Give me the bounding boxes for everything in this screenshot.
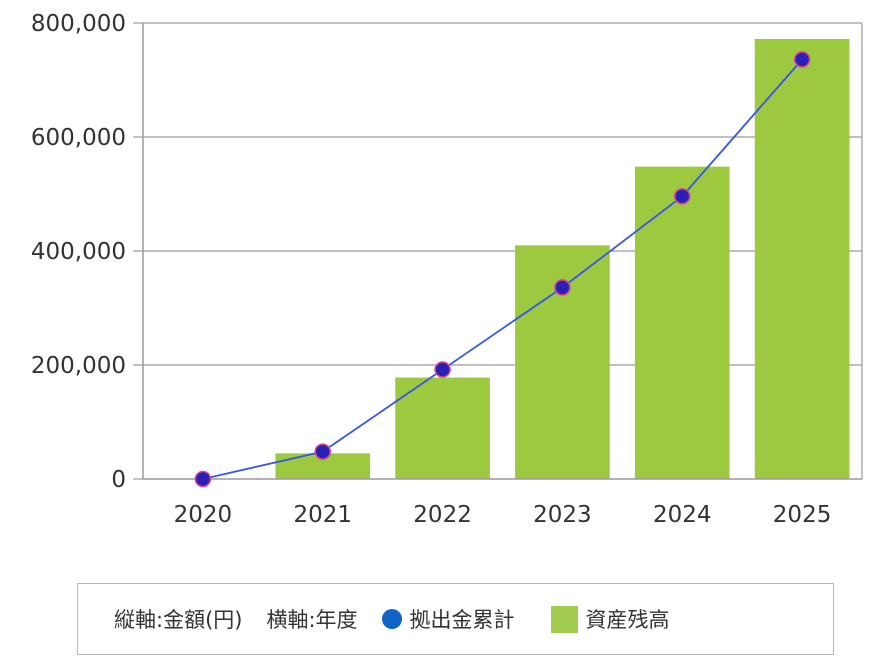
legend-bar-label: 資産残高: [585, 608, 670, 632]
line-point: [793, 51, 811, 68]
x-tick-label: 2020: [174, 502, 233, 528]
line-point: [554, 279, 571, 296]
y-tick-labels: 0 200,000 400,000 600,000 800,000: [31, 11, 126, 493]
legend-y-axis-note: 縦軸:金額(円): [114, 604, 242, 634]
y-axis-note-text: 縦軸:金額(円): [114, 608, 243, 632]
bars: [275, 38, 850, 480]
legend-item-bar: 資産残高: [550, 604, 670, 634]
legend-item-line: 拠出金累計: [381, 604, 515, 634]
line-point: [314, 443, 332, 460]
line-point: [194, 470, 212, 488]
x-tick-labels: 2020 2021 2022 2023 2024 2025: [174, 502, 832, 528]
x-axis-note-text: 横軸:年度: [266, 608, 358, 632]
legend-line-label: 拠出金累計: [409, 608, 515, 632]
line-series: [194, 51, 811, 488]
legend-line-marker-icon: [381, 609, 402, 629]
line-path: [202, 58, 803, 480]
y-tick-label: 0: [111, 467, 126, 493]
x-tick-label: 2021: [293, 502, 352, 528]
x-tick-label: 2025: [773, 502, 832, 528]
y-tick-label: 800,000: [31, 11, 126, 37]
x-tick-label: 2023: [533, 502, 592, 528]
line-point: [434, 361, 451, 378]
axes: [142, 23, 863, 480]
line-point: [673, 187, 691, 205]
bar: [754, 38, 850, 480]
y-tick-label: 600,000: [31, 125, 126, 151]
x-tick-label: 2022: [413, 502, 472, 528]
y-tick-label: 200,000: [31, 353, 126, 379]
gridlines: [133, 22, 862, 480]
legend: 縦軸:金額(円) 横軸:年度 拠出金累計 資産残高: [77, 583, 834, 655]
y-tick-label: 400,000: [31, 239, 126, 265]
bar: [395, 377, 490, 479]
legend-bar-swatch-icon: [550, 605, 578, 633]
legend-x-axis-note: 横軸:年度: [266, 604, 357, 634]
x-tick-label: 2024: [653, 502, 712, 528]
bar: [634, 166, 730, 479]
